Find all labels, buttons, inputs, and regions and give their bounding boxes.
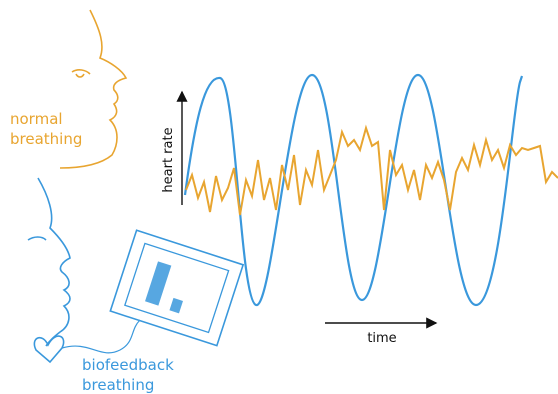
biofeedback-wave bbox=[185, 75, 522, 305]
heart-icon bbox=[34, 336, 63, 362]
cable bbox=[62, 320, 140, 353]
normal-trace bbox=[186, 128, 558, 215]
illustration: normal breathing biofeedback breathing h… bbox=[0, 0, 558, 394]
tablet bbox=[110, 230, 243, 345]
orange-eye bbox=[72, 70, 90, 77]
page: {"normal_label": {"lines": ["normal", "b… bbox=[0, 0, 558, 394]
y-axis-label: heart rate bbox=[161, 127, 176, 192]
biofeedback-label: biofeedback bbox=[82, 356, 174, 374]
biofeedback-label: breathing bbox=[82, 376, 154, 394]
blue-face bbox=[38, 178, 70, 346]
normal-label: normal bbox=[10, 110, 63, 128]
blue-eye bbox=[28, 237, 46, 240]
normal-label: breathing bbox=[10, 130, 82, 148]
x-axis-label: time bbox=[367, 331, 396, 346]
